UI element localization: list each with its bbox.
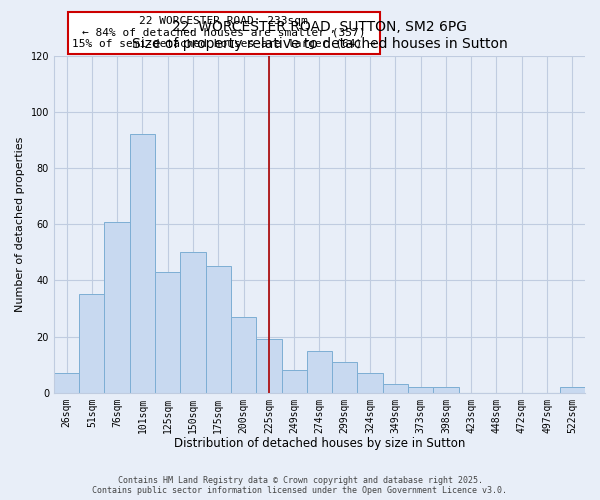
Bar: [433, 387, 458, 392]
Bar: [130, 134, 155, 392]
Text: 22 WORCESTER ROAD: 233sqm
← 84% of detached houses are smaller (357)
15% of semi: 22 WORCESTER ROAD: 233sqm ← 84% of detac…: [72, 16, 376, 49]
Bar: [231, 317, 256, 392]
Bar: [206, 266, 231, 392]
Bar: [383, 384, 408, 392]
Bar: [408, 387, 433, 392]
Bar: [54, 373, 79, 392]
Title: 22, WORCESTER ROAD, SUTTON, SM2 6PG
Size of property relative to detached houses: 22, WORCESTER ROAD, SUTTON, SM2 6PG Size…: [131, 20, 508, 50]
X-axis label: Distribution of detached houses by size in Sutton: Distribution of detached houses by size …: [174, 437, 465, 450]
Bar: [256, 340, 281, 392]
Text: Contains HM Land Registry data © Crown copyright and database right 2025.
Contai: Contains HM Land Registry data © Crown c…: [92, 476, 508, 495]
Bar: [104, 222, 130, 392]
Bar: [332, 362, 358, 392]
Bar: [560, 387, 585, 392]
Bar: [281, 370, 307, 392]
Bar: [358, 373, 383, 392]
Bar: [307, 350, 332, 393]
Bar: [181, 252, 206, 392]
Bar: [79, 294, 104, 392]
Bar: [155, 272, 181, 392]
Y-axis label: Number of detached properties: Number of detached properties: [15, 136, 25, 312]
